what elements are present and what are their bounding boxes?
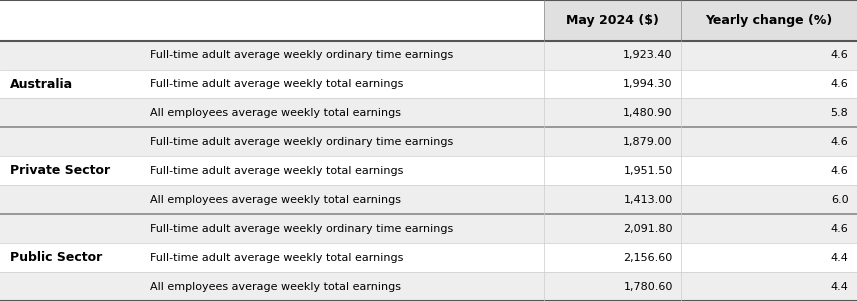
Text: 4.6: 4.6	[830, 79, 848, 89]
Text: 1,480.90: 1,480.90	[623, 108, 673, 118]
Text: 4.6: 4.6	[830, 224, 848, 234]
Text: May 2024 ($): May 2024 ($)	[566, 14, 659, 27]
Bar	[0, 214, 857, 243]
Text: All employees average weekly total earnings: All employees average weekly total earni…	[150, 195, 401, 205]
Text: 5.8: 5.8	[830, 108, 848, 118]
Bar	[0, 127, 857, 156]
Bar	[0, 243, 857, 272]
Text: Full-time adult average weekly ordinary time earnings: Full-time adult average weekly ordinary …	[150, 137, 453, 147]
Text: 6.0: 6.0	[830, 195, 848, 205]
Text: 4.4: 4.4	[830, 281, 848, 292]
Text: All employees average weekly total earnings: All employees average weekly total earni…	[150, 108, 401, 118]
Text: 4.6: 4.6	[830, 137, 848, 147]
Text: Full-time adult average weekly total earnings: Full-time adult average weekly total ear…	[150, 253, 404, 262]
Text: Full-time adult average weekly ordinary time earnings: Full-time adult average weekly ordinary …	[150, 50, 453, 60]
Bar	[544, 0, 681, 41]
Text: 1,780.60: 1,780.60	[623, 281, 673, 292]
Text: 1,994.30: 1,994.30	[623, 79, 673, 89]
Text: Public Sector: Public Sector	[10, 251, 103, 264]
Text: Australia: Australia	[10, 78, 74, 91]
Bar	[0, 41, 857, 70]
Text: 1,413.00: 1,413.00	[624, 195, 673, 205]
Text: 4.4: 4.4	[830, 253, 848, 262]
Text: 2,091.80: 2,091.80	[623, 224, 673, 234]
Text: 1,951.50: 1,951.50	[624, 166, 673, 176]
Text: All employees average weekly total earnings: All employees average weekly total earni…	[150, 281, 401, 292]
Bar	[681, 0, 857, 41]
Bar	[0, 156, 857, 185]
Bar	[0, 98, 857, 127]
Bar	[0, 0, 141, 41]
Text: Private Sector: Private Sector	[10, 164, 111, 177]
Text: Full-time adult average weekly total earnings: Full-time adult average weekly total ear…	[150, 166, 404, 176]
Bar	[141, 0, 544, 41]
Text: Full-time adult average weekly total earnings: Full-time adult average weekly total ear…	[150, 79, 404, 89]
Text: Full-time adult average weekly ordinary time earnings: Full-time adult average weekly ordinary …	[150, 224, 453, 234]
Text: 4.6: 4.6	[830, 50, 848, 60]
Bar	[0, 70, 857, 98]
Text: 4.6: 4.6	[830, 166, 848, 176]
Text: 1,879.00: 1,879.00	[623, 137, 673, 147]
Text: Yearly change (%): Yearly change (%)	[705, 14, 833, 27]
Bar	[0, 272, 857, 301]
Bar	[0, 185, 857, 214]
Text: 2,156.60: 2,156.60	[624, 253, 673, 262]
Text: 1,923.40: 1,923.40	[623, 50, 673, 60]
